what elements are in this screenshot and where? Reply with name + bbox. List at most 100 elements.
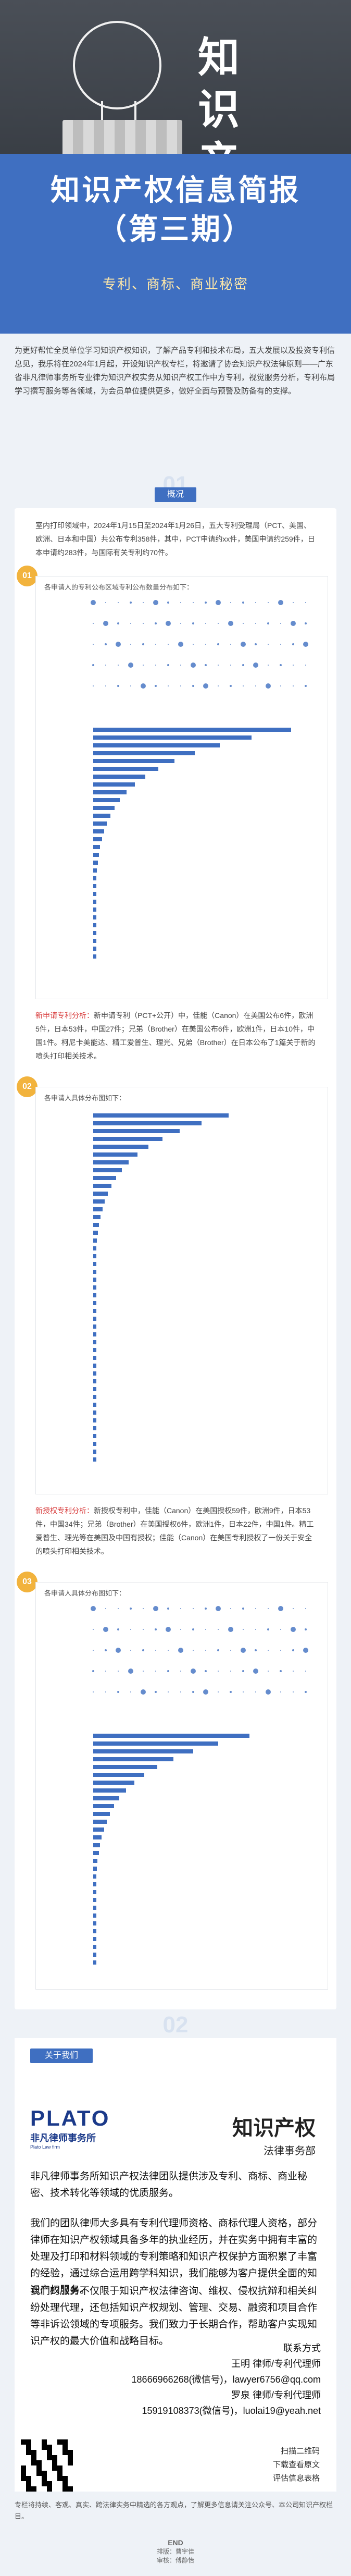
bubble-mark	[130, 1691, 131, 1692]
bubble-mark	[117, 1628, 119, 1630]
qr-cell	[57, 2471, 62, 2476]
bubble-mark	[230, 685, 232, 687]
bar-mark	[93, 1278, 96, 1282]
bar-mark	[93, 907, 96, 912]
chart-1-title: 各申请人的专利公布区域专利公布数量分布如下：	[44, 583, 194, 591]
bubble-mark	[205, 1629, 206, 1630]
bar-mark	[93, 790, 127, 794]
bubble-mark	[268, 602, 269, 603]
bubble-mark	[105, 1691, 106, 1692]
bubble-mark	[118, 602, 119, 603]
bubble-mark	[130, 623, 131, 624]
bubble-mark	[293, 1608, 294, 1609]
bubble-mark	[243, 1691, 244, 1692]
contact-phone-1[interactable]: 18666966268(微信号)，lawyer6756@qq.com	[131, 2374, 321, 2385]
bubble-mark	[105, 643, 107, 645]
bubble-mark	[280, 1650, 281, 1651]
footer-note: 专栏将持续、客观、真实、跨法律实务中精选的各方观点，了解更多信息请关注公众号、本…	[15, 2501, 333, 2520]
bubble-mark	[266, 1689, 271, 1695]
bar-mark	[93, 900, 96, 904]
hero-banner: 知识产权 知识产权信息简报 （第三期） 专利、商标、商业秘密	[0, 0, 351, 334]
qr-cell	[36, 2445, 42, 2450]
contact-para-2: 我们的团队律师大多具有专利代理师资格、商标代理人资格，部分律师在知识产权领域具备…	[30, 2218, 318, 2296]
contact-para-1: 非凡律师事务所知识产权法律团队提供涉及专利、商标、商业秘密、技术转化等领域的优质…	[30, 2171, 308, 2199]
chart-3: 各申请人具体分布图如下：	[35, 1582, 328, 1990]
bubble-mark	[218, 1671, 219, 1672]
bar-mark	[93, 1426, 96, 1430]
qr-cell	[36, 2471, 42, 2476]
qr-cell	[21, 2465, 26, 2471]
bar-mark	[93, 1332, 96, 1336]
bubble-mark	[218, 685, 219, 686]
bubble-mark	[242, 664, 244, 666]
bar-mark	[93, 1906, 96, 1910]
qr-cell	[47, 2455, 52, 2460]
bubble-mark	[116, 1648, 121, 1653]
books-icon	[62, 120, 182, 156]
bubble-mark	[91, 1606, 96, 1611]
qr-cell	[68, 2439, 73, 2445]
bar-mark	[93, 743, 220, 747]
bar-mark	[93, 1734, 249, 1738]
bubble-mark	[255, 685, 256, 686]
bubble-mark	[178, 642, 183, 647]
bubble-mark	[130, 1608, 132, 1610]
bar-mark	[93, 1301, 96, 1305]
bubble-mark	[305, 665, 306, 666]
editor-credit: 排版：曹宇佳	[156, 2548, 194, 2555]
bar-mark	[93, 806, 115, 810]
qr-cell	[47, 2471, 52, 2476]
bar-mark	[93, 1324, 96, 1329]
bar-mark	[93, 837, 102, 841]
qr-cell	[36, 2439, 42, 2445]
bar-mark	[93, 931, 96, 935]
bubble-mark	[303, 1648, 308, 1653]
qr-cell	[31, 2476, 36, 2481]
qr-cell	[62, 2460, 68, 2465]
bar-mark	[93, 1867, 97, 1871]
bar-mark	[93, 1442, 96, 1446]
bar-mark	[93, 1184, 111, 1188]
qr-cell	[42, 2476, 47, 2481]
analysis-1: 新申请专利分析：新申请专利（PCT+公开）中，佳能（Canon）在美国公布6件，…	[35, 1009, 317, 1063]
end-label: END	[168, 2538, 183, 2547]
bubble-mark	[293, 602, 294, 603]
bar-mark	[93, 1788, 126, 1793]
intro-paragraph: 为更好帮忙全员单位学习知识产权知识，了解产品专利和技术布局，五大发展以及投资专利…	[15, 346, 335, 396]
bubble-mark	[118, 1608, 119, 1609]
bubble-mark	[242, 1670, 244, 1672]
bubble-mark	[118, 1671, 119, 1672]
bubble-mark	[193, 644, 194, 645]
bubble-mark	[180, 1671, 181, 1672]
qr-cell	[62, 2481, 68, 2486]
bubble-mark	[155, 665, 156, 666]
bubble-mark	[255, 623, 256, 624]
bubble-mark	[255, 643, 257, 645]
bar-mark	[93, 1418, 96, 1422]
contact-phone-2[interactable]: 15919108373(微信号)，luolai19@yeah.net	[142, 2406, 321, 2416]
bubble-mark	[305, 1608, 306, 1609]
bubble-mark	[230, 1650, 231, 1651]
bar-mark	[93, 1207, 103, 1211]
bubble-mark	[92, 664, 94, 666]
qr-cell	[26, 2476, 31, 2481]
contact-subtitle: 法律事务部	[264, 2145, 316, 2157]
qr-cell	[26, 2445, 31, 2450]
bubble-mark	[292, 643, 294, 645]
qr-cell	[21, 2460, 26, 2465]
bubble-mark	[116, 642, 121, 647]
qr-cell	[68, 2476, 73, 2481]
bar-mark	[93, 1953, 96, 1957]
bubble-mark	[230, 1691, 232, 1693]
qr-cell	[47, 2476, 52, 2481]
qr-cell	[31, 2471, 36, 2476]
qr-code-icon[interactable]	[21, 2439, 73, 2492]
bubble-mark	[180, 1629, 181, 1630]
qr-cell	[57, 2465, 62, 2471]
qr-cell	[26, 2460, 31, 2465]
bubble-mark	[280, 1670, 282, 1672]
page-subtitle: （第三期）	[97, 213, 254, 246]
bubble-mark	[230, 1608, 231, 1609]
qr-cell	[57, 2450, 62, 2455]
bubble-mark	[205, 623, 206, 624]
